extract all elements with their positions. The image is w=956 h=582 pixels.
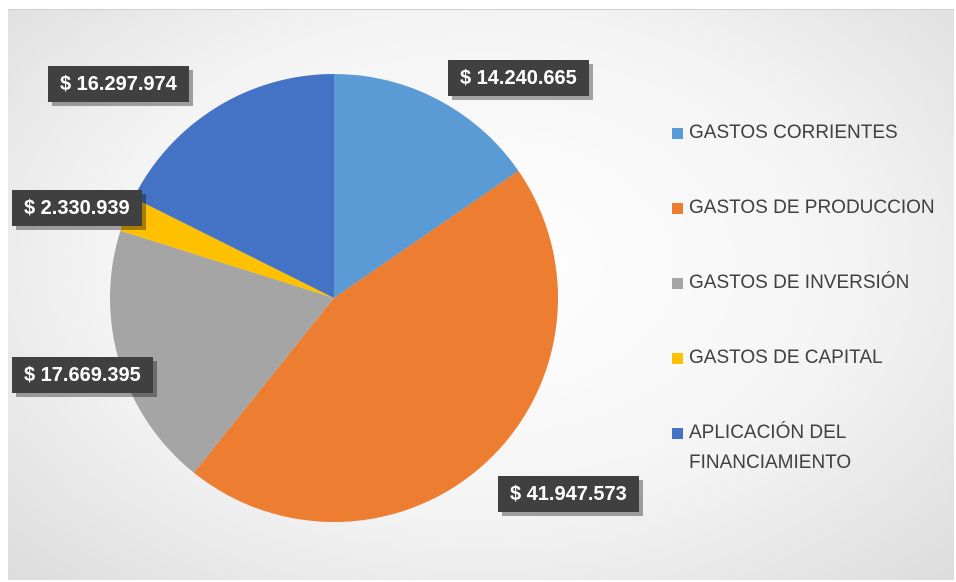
legend-label: GASTOS CORRIENTES [689, 122, 898, 143]
slice-gastos-produccion [193, 170, 559, 523]
slice-gastos-corrientes [334, 74, 519, 298]
slice-aplicacion-financiamiento [133, 74, 334, 298]
data-label-gastos-capital: $ 2.330.939 [12, 190, 142, 226]
slice-gastos-inversion [109, 230, 334, 473]
legend-swatch [672, 128, 683, 139]
legend-item-gastos-produccion: GASTOS DE PRODUCCION [672, 193, 939, 223]
data-label-gastos-corrientes: $ 14.240.665 [448, 60, 589, 96]
data-label-gastos-inversion: $ 17.669.395 [12, 357, 153, 393]
legend-swatch [672, 353, 683, 364]
data-label-gastos-produccion: $ 41.947.573 [498, 476, 639, 512]
legend-swatch [672, 278, 683, 289]
legend-item-aplicacion-financiamiento: APLICACIÓN DEL FINANCIAMIENTO [672, 418, 939, 478]
legend-item-gastos-corrientes: GASTOS CORRIENTES [672, 118, 939, 148]
legend-item-gastos-inversion: GASTOS DE INVERSIÓN [672, 268, 939, 298]
pie-slices [109, 74, 559, 523]
data-label-aplicacion-financiamiento: $ 16.297.974 [48, 66, 189, 102]
legend-item-gastos-capital: GASTOS DE CAPITAL [672, 343, 939, 373]
legend-swatch [672, 203, 683, 214]
legend-label: GASTOS DE PRODUCCION [689, 197, 935, 218]
legend-label: GASTOS DE INVERSIÓN [689, 272, 910, 293]
legend-label: APLICACIÓN DEL FINANCIAMIENTO [689, 422, 852, 473]
legend-label: GASTOS DE CAPITAL [689, 347, 883, 368]
legend-swatch [672, 428, 683, 439]
slice-gastos-capital [120, 197, 334, 298]
